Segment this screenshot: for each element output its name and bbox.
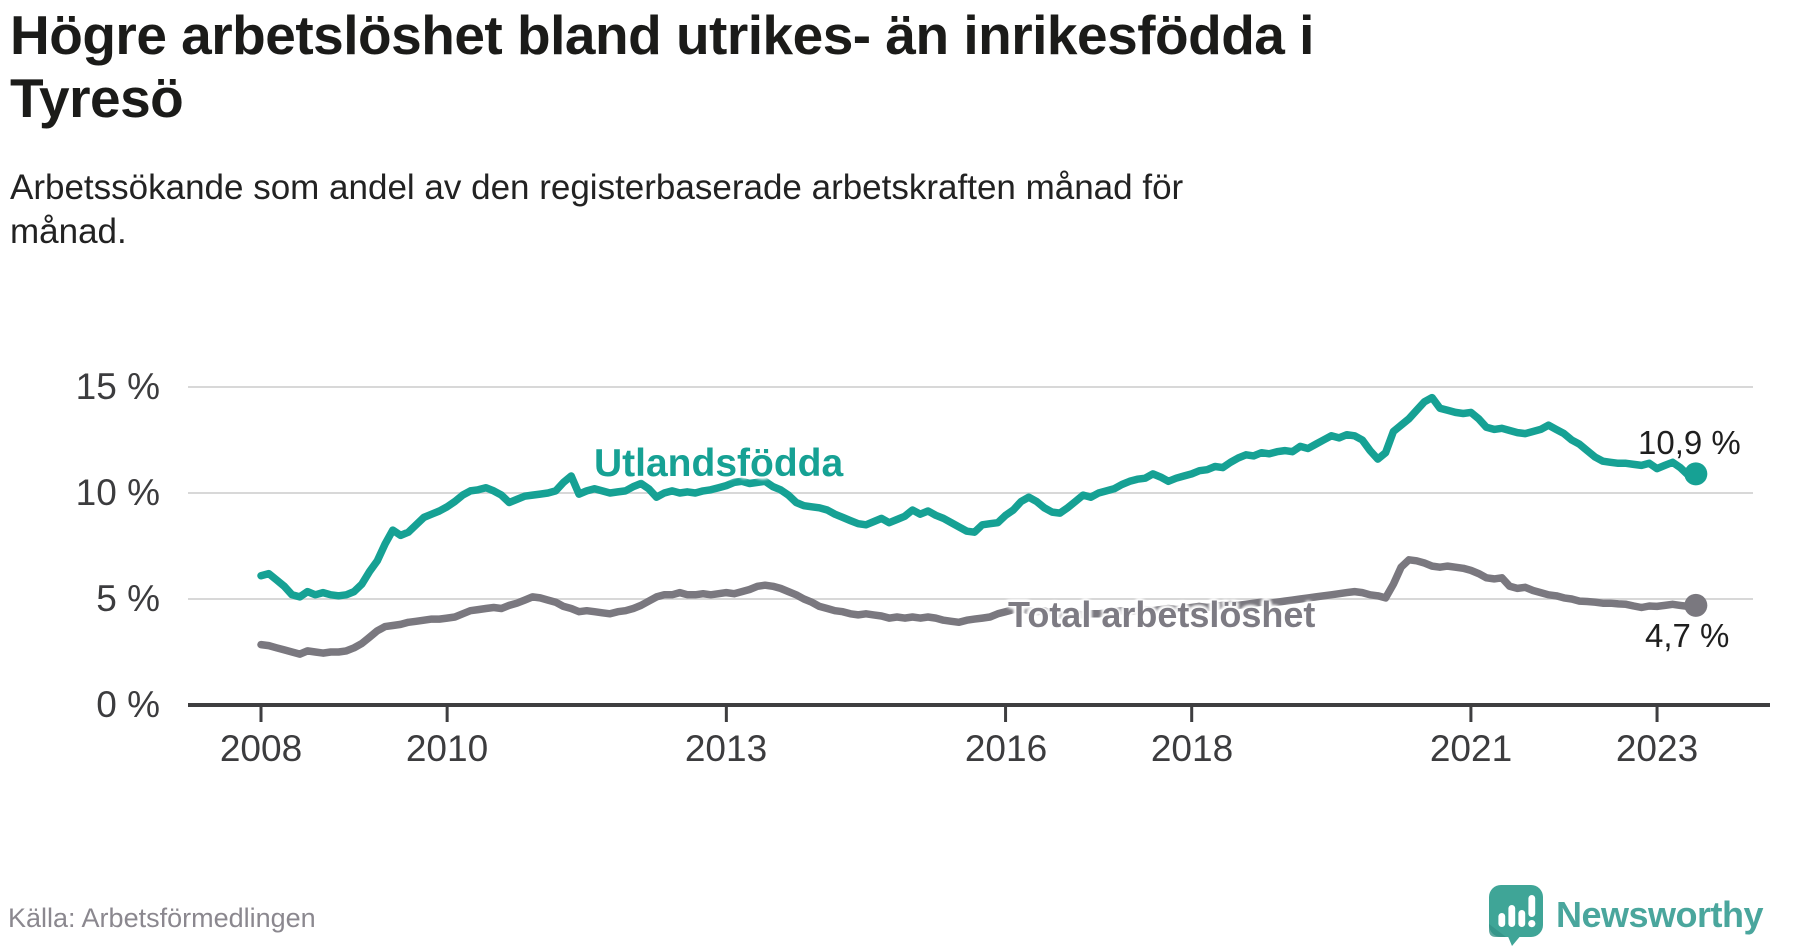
- newsworthy-logo-text: Newsworthy: [1556, 894, 1764, 935]
- series-label-total-arbetsloshet: Total arbetslöshet: [1008, 594, 1316, 635]
- series-label-utlandsfodda: Utlandsfödda: [594, 442, 844, 485]
- title-line-2: Tyresö: [10, 66, 184, 129]
- y-tick-15: 15 %: [75, 366, 160, 407]
- end-value-total-arbetsloshet: 4,7 %: [1645, 617, 1730, 654]
- x-tick-2013: 2013: [684, 728, 768, 769]
- subtitle-line-1: Arbetssökande som andel av den registerb…: [10, 168, 1184, 207]
- subtitle-line-2: månad.: [10, 212, 127, 252]
- y-tick-5: 5 %: [96, 578, 160, 619]
- x-tick-2018: 2018: [1150, 728, 1234, 769]
- newsworthy-logo: Newsworthy: [1488, 884, 1764, 946]
- y-tick-10: 10 %: [75, 472, 160, 513]
- x-tick-2010: 2010: [405, 728, 489, 769]
- page-title: Högre arbetslöshet bland utrikes- än inr…: [10, 4, 1314, 129]
- y-tick-0: 0 %: [96, 684, 160, 725]
- x-tick-2023: 2023: [1615, 728, 1699, 769]
- chart-subtitle: Arbetssökande som andel av den registerb…: [10, 166, 1183, 255]
- source-note: Källa: Arbetsförmedlingen: [8, 903, 316, 933]
- x-tick-2021: 2021: [1429, 728, 1513, 769]
- end-value-utlandsfodda: 10,9 %: [1638, 424, 1741, 461]
- x-tick-2016: 2016: [964, 728, 1048, 769]
- title-line-1: Högre arbetslöshet bland utrikes- än inr…: [10, 4, 1314, 66]
- x-tick-2008: 2008: [219, 728, 303, 769]
- newsworthy-logo-icon: [1489, 885, 1543, 946]
